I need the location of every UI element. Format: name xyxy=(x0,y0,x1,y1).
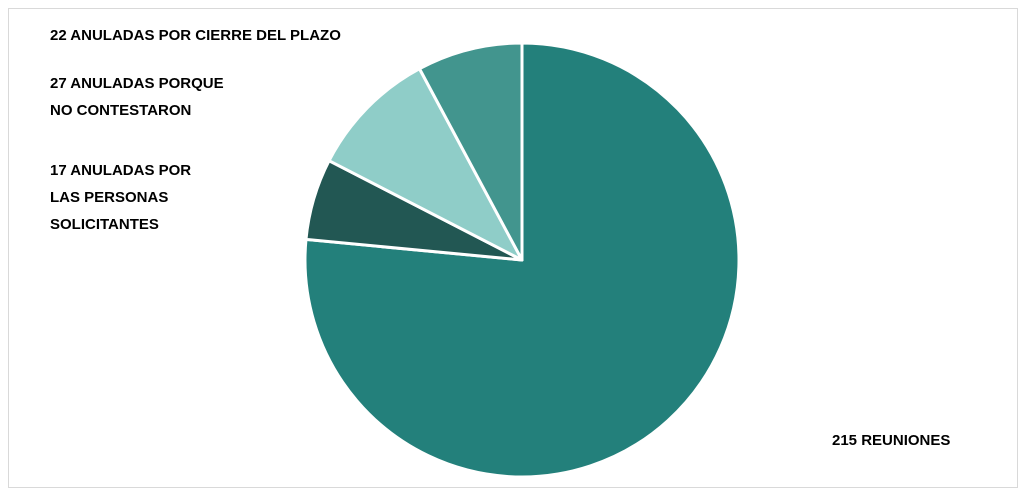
slice-label: 215 REUNIONES xyxy=(832,432,951,449)
slice-label: 22 ANULADAS POR CIERRE DEL PLAZO xyxy=(50,27,341,44)
slice-label: 17 ANULADAS POR LAS PERSONAS SOLICITANTE… xyxy=(50,162,192,233)
slice-label: 27 ANULADAS PORQUE NO CONTESTARON xyxy=(50,75,224,119)
chart-frame xyxy=(8,8,1018,488)
pie-slice xyxy=(418,41,524,262)
pie-slice xyxy=(327,67,524,262)
